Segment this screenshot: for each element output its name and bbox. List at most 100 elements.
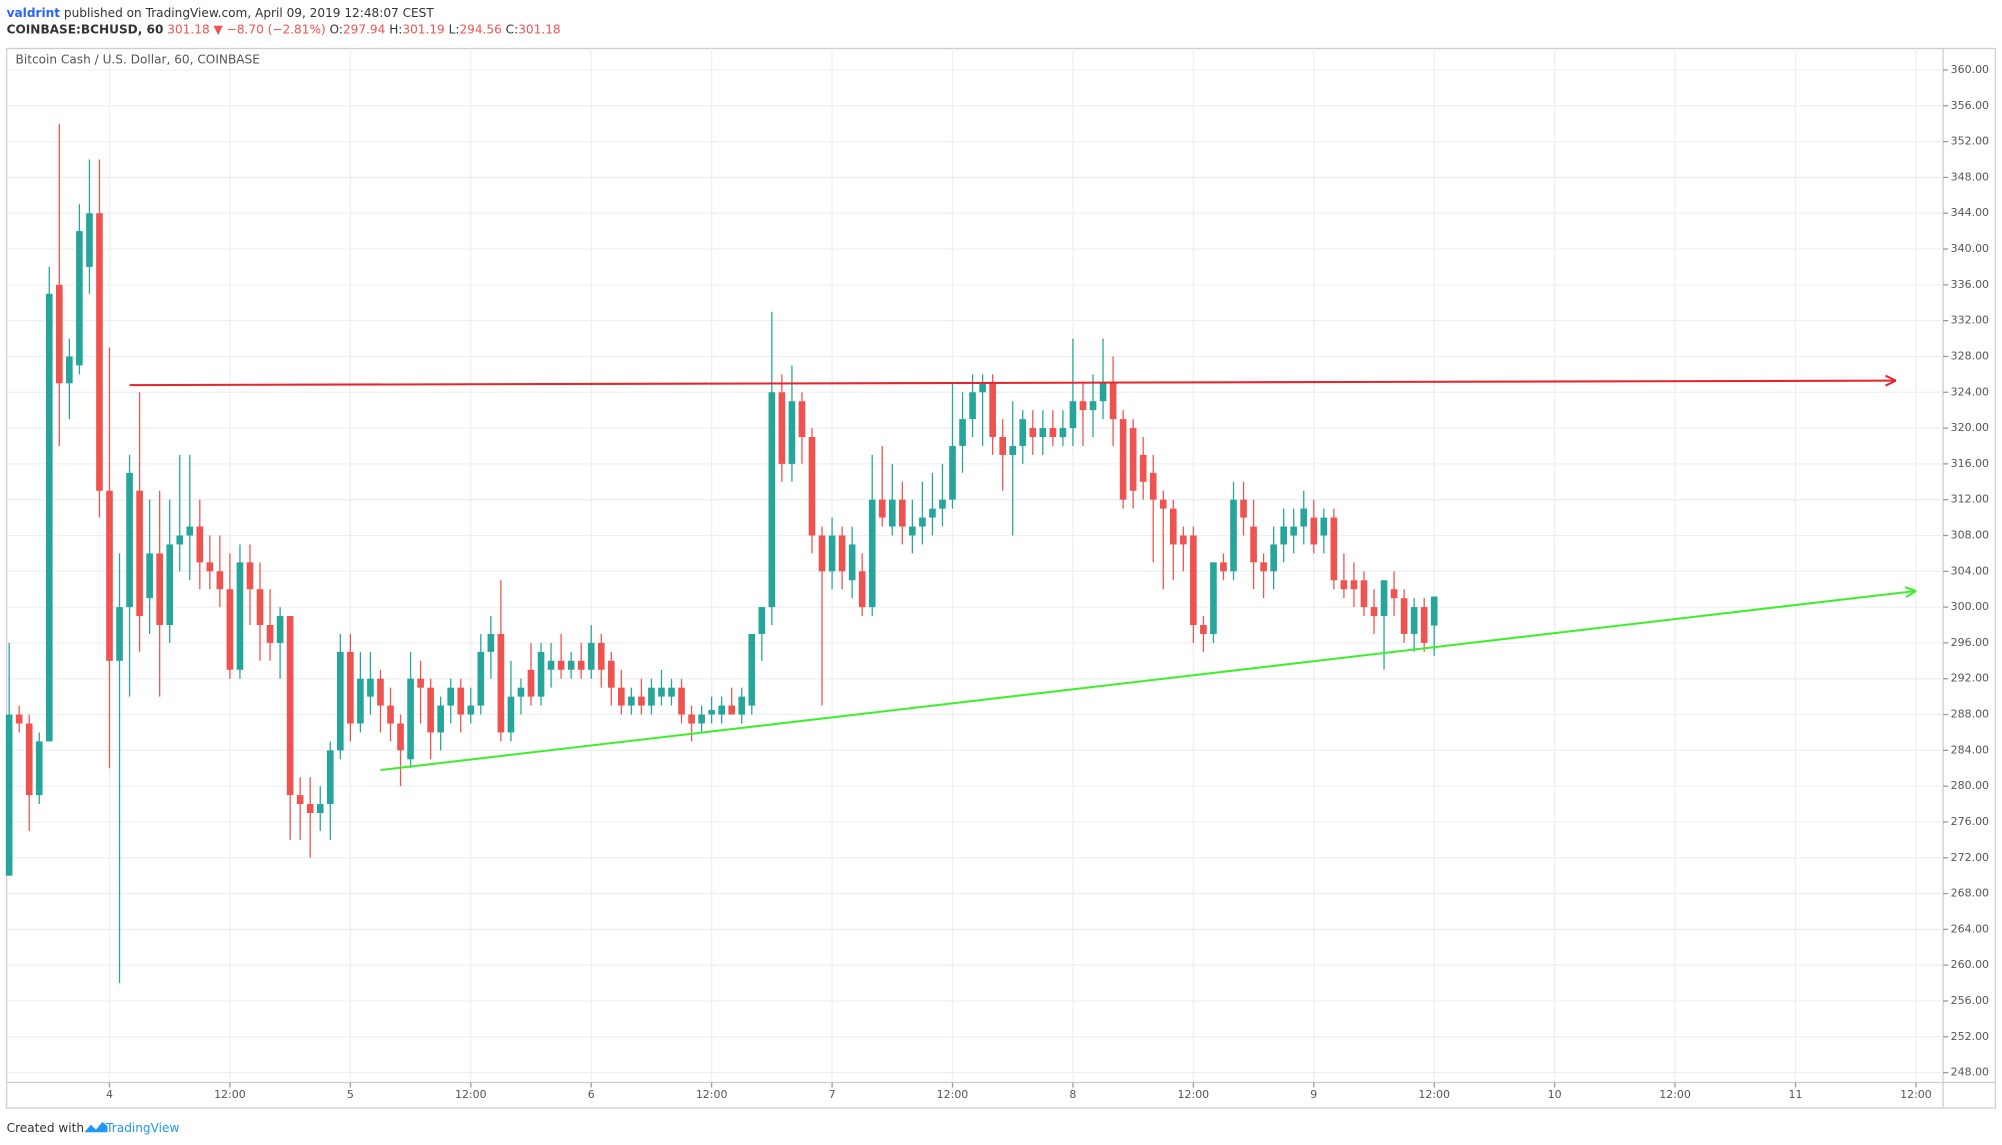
x-tick-label: 4 — [106, 1088, 113, 1101]
ohlc-value: 297.94 — [343, 22, 386, 36]
x-tick-label: 12:00 — [1178, 1088, 1210, 1101]
candles — [5, 123, 1438, 984]
candle-body — [728, 705, 736, 715]
y-tick-label: 268.00 — [1951, 887, 1989, 900]
candle-body — [919, 517, 926, 527]
y-tick-label: 356.00 — [1951, 99, 1989, 112]
y-tick-label: 304.00 — [1951, 564, 1989, 577]
x-tick-label: 12:00 — [214, 1088, 246, 1101]
brand[interactable]: TradingView — [105, 1121, 179, 1135]
candle-body — [66, 356, 73, 384]
candle-body — [788, 401, 796, 464]
candle-body — [587, 642, 595, 670]
candle-body — [808, 437, 816, 536]
symbol: COINBASE:BCHUSD, 60 — [7, 22, 164, 36]
x-tick-label: 12:00 — [1659, 1088, 1691, 1101]
candle-body — [487, 633, 495, 652]
candle-body — [126, 472, 133, 608]
candle-body — [266, 625, 274, 643]
candle-body — [55, 284, 63, 384]
candle-body — [838, 535, 846, 572]
y-tick-label: 300.00 — [1951, 600, 1989, 613]
candle-body — [1169, 508, 1177, 545]
candle-body — [698, 714, 705, 724]
candle-body — [979, 383, 986, 393]
candle-body — [658, 687, 665, 697]
candle-body — [527, 669, 535, 697]
y-tick-label: 256.00 — [1951, 994, 1989, 1007]
trend-line — [129, 379, 1896, 387]
candle-body — [76, 231, 83, 366]
candle-body — [377, 678, 384, 706]
published: published on TradingView.com, April 09, … — [64, 5, 434, 19]
y-tick-label: 320.00 — [1951, 421, 1989, 434]
candle-body — [1360, 580, 1368, 608]
candle-body — [1380, 580, 1388, 617]
y-tick-label: 288.00 — [1951, 708, 1989, 721]
y-tick-label: 344.00 — [1951, 206, 1989, 219]
candle-body — [818, 535, 826, 572]
candle-body — [628, 696, 635, 706]
y-tick-label: 248.00 — [1951, 1066, 1989, 1079]
y-tick-label: 352.00 — [1951, 135, 1989, 148]
y-tick-label: 328.00 — [1951, 349, 1989, 362]
candle-body — [899, 499, 906, 527]
candle-body — [738, 696, 746, 715]
ohlc-label: C: — [506, 22, 519, 36]
candle-body — [969, 392, 976, 420]
candle-body — [1250, 526, 1257, 563]
candle-body — [959, 419, 966, 446]
candle-body — [25, 723, 33, 796]
candle-body — [1059, 428, 1067, 438]
trend-arrowhead — [1885, 379, 1897, 387]
candle-body — [1019, 419, 1027, 446]
candle-body — [1089, 401, 1097, 411]
candle-body — [909, 526, 916, 536]
candle-body — [467, 705, 475, 715]
created-with: Created with — [7, 1121, 84, 1135]
candle-body — [166, 544, 174, 626]
candle-body — [1049, 428, 1057, 438]
ohlc-label: H: — [389, 22, 402, 36]
trend-arrowhead — [1904, 586, 1917, 592]
trend-arrowhead — [1905, 590, 1917, 599]
candle-body — [417, 678, 424, 688]
author[interactable]: valdrint — [7, 5, 61, 19]
candle-body — [648, 687, 655, 706]
candle-body — [447, 687, 455, 706]
ohlc-label: O: — [330, 22, 343, 36]
candle-body — [1420, 607, 1428, 643]
candle-body — [1350, 580, 1358, 590]
candle-body — [878, 499, 886, 518]
y-tick-label: 260.00 — [1951, 958, 1989, 971]
candle-body — [1310, 517, 1318, 545]
candle-body — [688, 714, 695, 724]
y-tick-label: 308.00 — [1951, 528, 1989, 541]
x-tick-label: 9 — [1310, 1088, 1317, 1101]
candle-body — [397, 723, 404, 751]
candle-body — [1390, 589, 1398, 599]
candle-body — [1149, 472, 1157, 500]
x-tick-label: 10 — [1548, 1088, 1562, 1101]
candle-body — [286, 616, 294, 796]
candle-body — [1210, 562, 1217, 634]
trend-arrowhead — [1885, 374, 1897, 382]
legend: COINBASE:BCHUSD, 60 301.18 ▼ −8.70 (−2.8… — [7, 22, 561, 36]
ohlc-value: 294.56 — [459, 22, 501, 36]
candle-body — [156, 553, 163, 626]
candle-body — [547, 660, 555, 670]
candle-body — [1009, 445, 1017, 455]
y-tick-label: 292.00 — [1951, 672, 1989, 685]
last: 301.18 — [167, 22, 209, 36]
ohlc-value: 301.19 — [402, 22, 444, 36]
candle-body — [1270, 544, 1277, 572]
candle-body — [1330, 517, 1338, 581]
candle-body — [1370, 607, 1378, 617]
candle-body — [276, 616, 284, 643]
candle-body — [1039, 428, 1047, 438]
candle-body — [206, 562, 214, 572]
candle-body — [1290, 526, 1298, 536]
y-tick-label: 272.00 — [1951, 851, 1989, 864]
candle-body — [296, 795, 304, 805]
candle-body — [557, 660, 565, 670]
